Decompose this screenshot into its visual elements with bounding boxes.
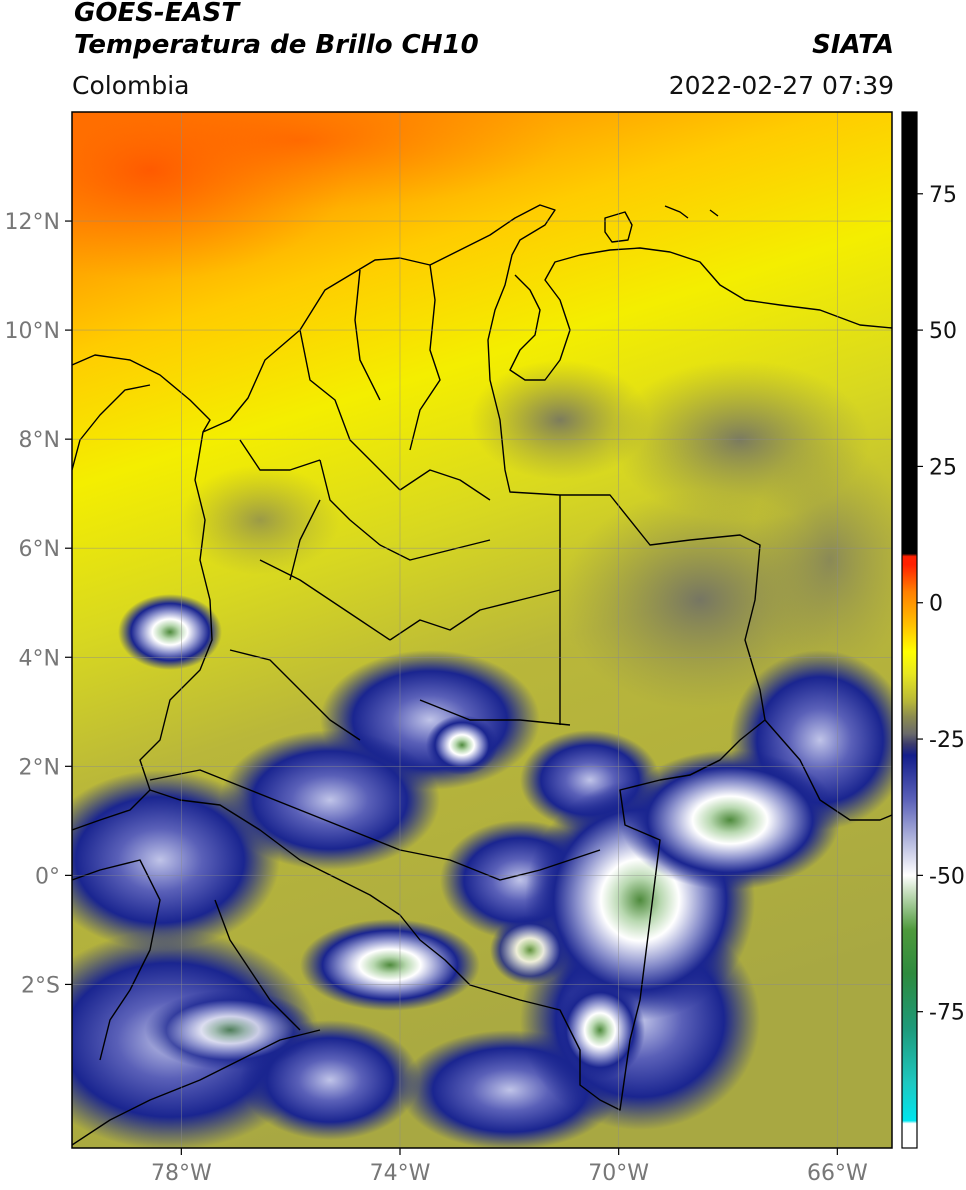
- y-tick-label: 6°N: [19, 537, 60, 562]
- satellite-title: GOES-EAST: [74, 0, 240, 28]
- region-label: Colombia: [72, 71, 190, 100]
- latitude-axis: 12°N 10°N 8°N 6°N 4°N 2°N 0° 2°S: [5, 210, 72, 998]
- graticule: [72, 112, 892, 1148]
- y-tick-label: 8°N: [19, 428, 60, 453]
- x-tick-label: 70°W: [588, 1161, 649, 1186]
- longitude-axis: 78°W 74°W 70°W 66°W: [151, 1148, 868, 1186]
- y-tick-label: 2°S: [21, 973, 60, 998]
- x-tick-label: 66°W: [807, 1161, 868, 1186]
- colorbar-tick-label: 50: [929, 319, 957, 344]
- datetime-label: 2022-02-27 07:39: [668, 71, 894, 100]
- colorbar: [902, 112, 917, 1148]
- y-tick-label: 2°N: [19, 755, 60, 780]
- y-tick-label: 10°N: [5, 319, 60, 344]
- colorbar-tick-label: 0: [929, 592, 943, 617]
- colorbar-axis: 75 50 25 0 -25 -50 -75: [917, 183, 965, 1026]
- product-title: Temperatura de Brillo CH10: [74, 30, 479, 60]
- y-tick-label: 12°N: [5, 210, 60, 235]
- brazil-border: [689, 719, 892, 821]
- y-tick-label: 4°N: [19, 646, 60, 671]
- ecuador-peru-border: [72, 789, 321, 1146]
- x-tick-label: 74°W: [370, 1161, 431, 1186]
- departments: [149, 264, 601, 881]
- colorbar-tick-label: 25: [929, 455, 957, 480]
- brightness-temperature-field: [72, 112, 892, 1148]
- panama-coast: [72, 354, 211, 471]
- venezuela-coast: [509, 247, 892, 381]
- map-frame: [71, 111, 893, 1149]
- x-tick-label: 78°W: [151, 1161, 212, 1186]
- colorbar-tick-label: -25: [929, 728, 965, 753]
- country-borders: [72, 204, 892, 1146]
- colorbar-tick-label: -50: [929, 864, 965, 889]
- y-tick-label: 0°: [35, 864, 60, 889]
- colorbar-tick-label: -75: [929, 1001, 965, 1026]
- colorbar-tick-label: 75: [929, 183, 957, 208]
- colorbar-frame: [901, 111, 918, 1149]
- aruba-curacao: [604, 205, 719, 243]
- source-label: SIATA: [812, 30, 894, 60]
